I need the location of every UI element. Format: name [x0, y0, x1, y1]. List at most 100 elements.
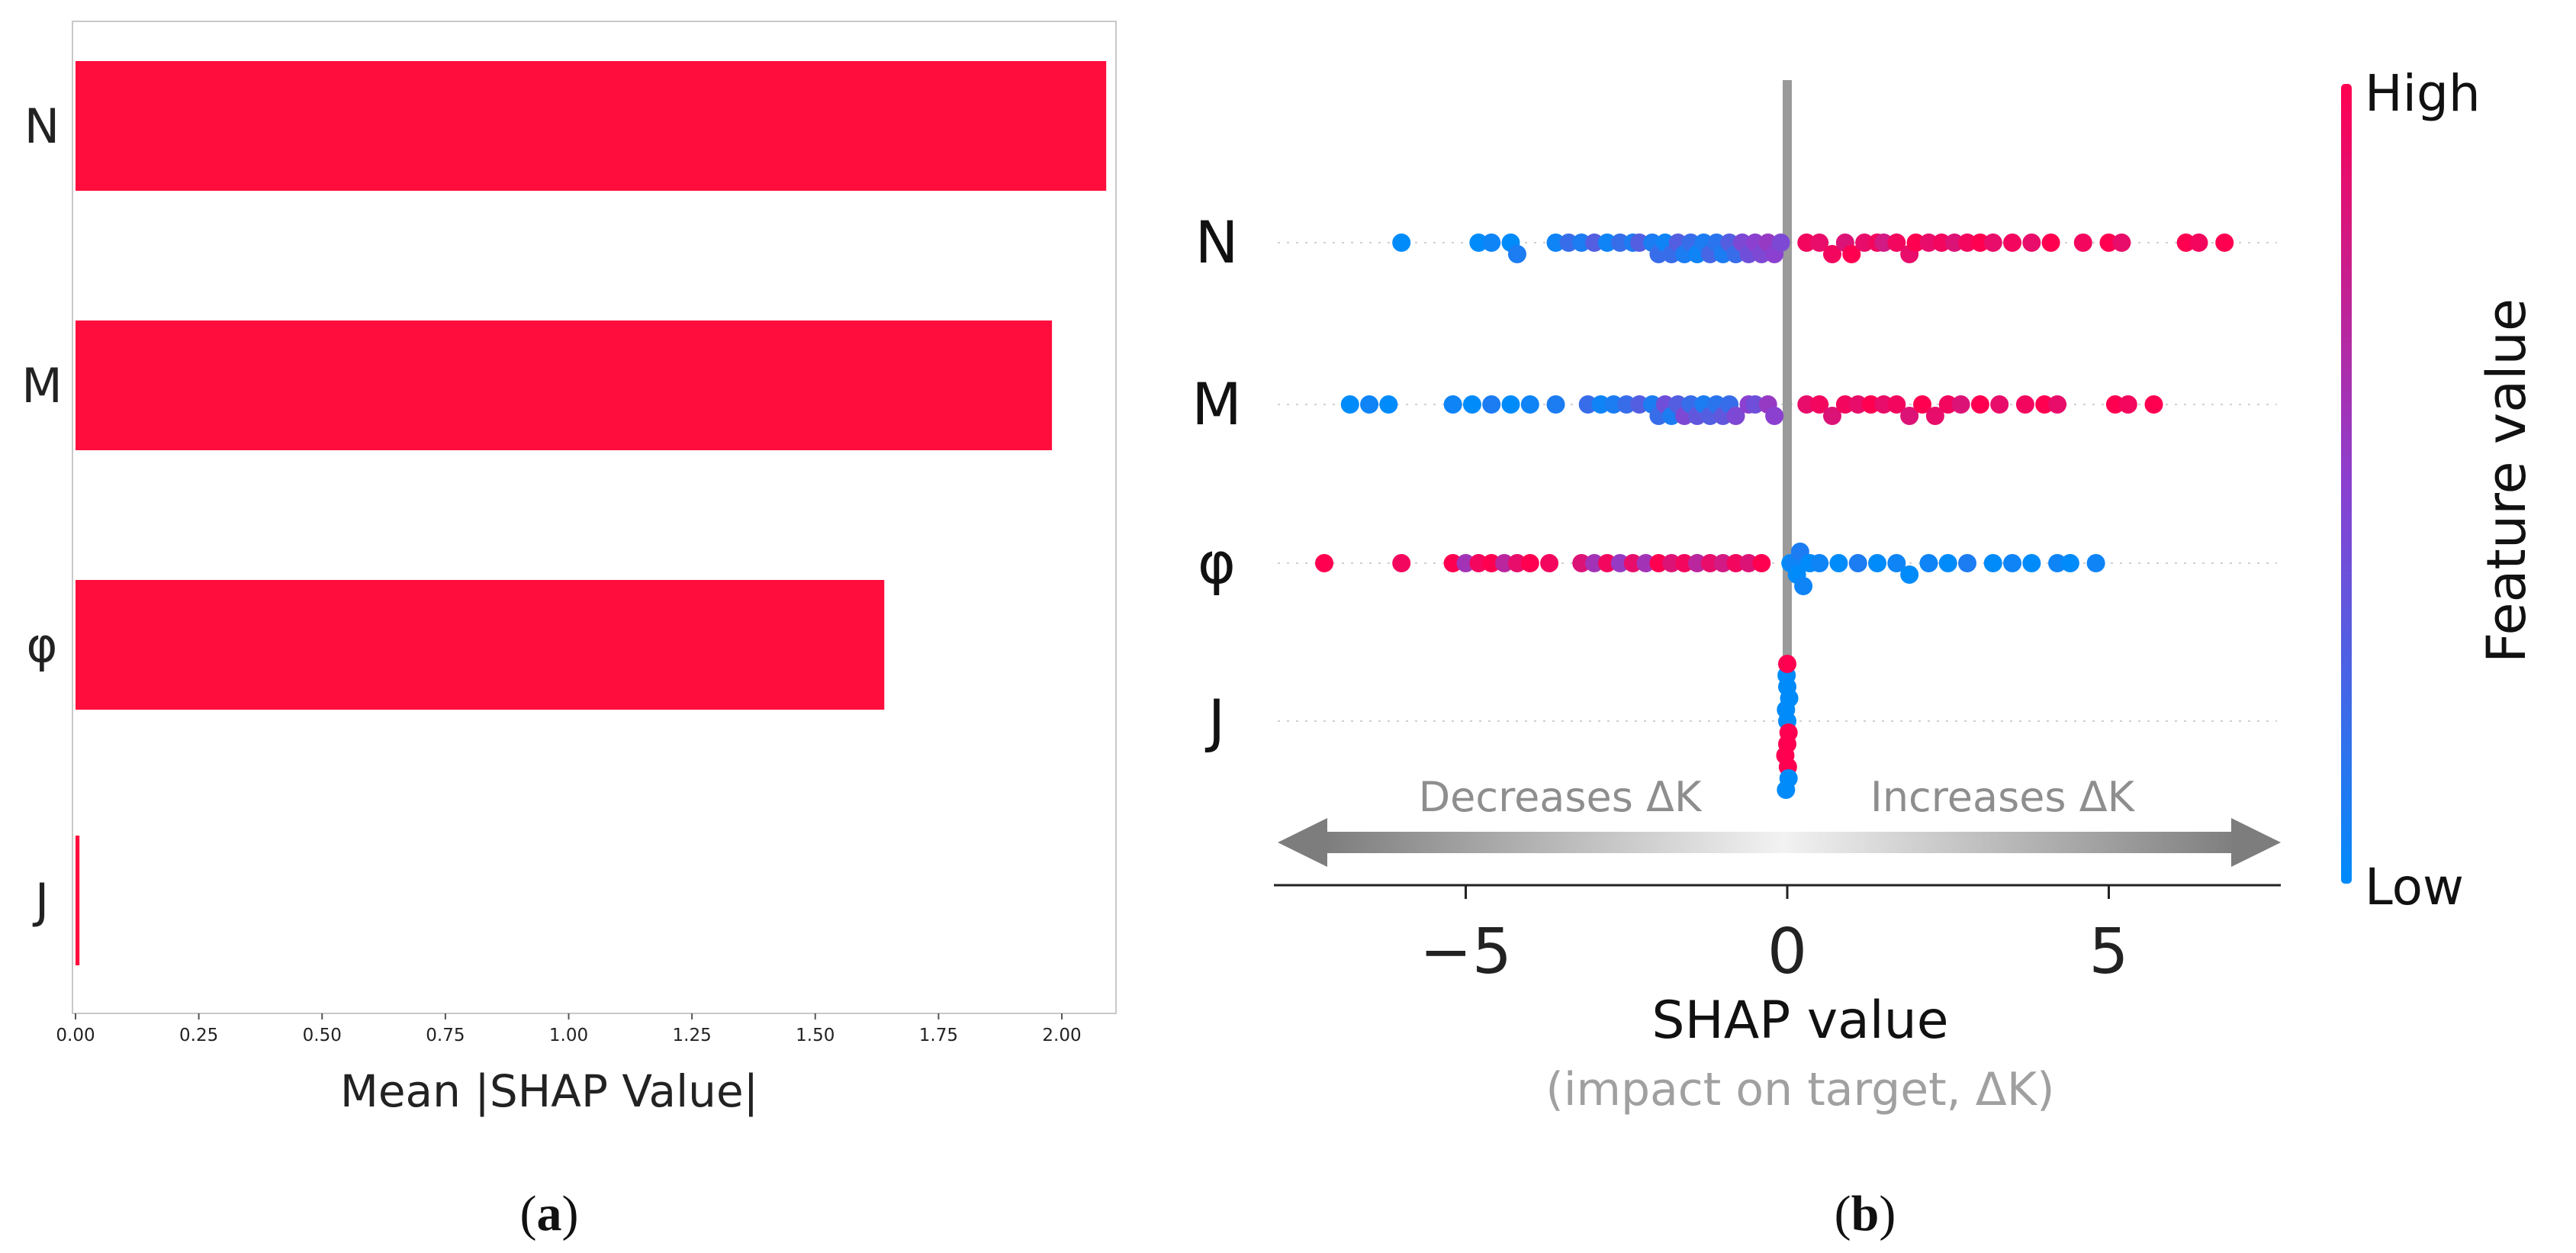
shap-point	[1591, 395, 1610, 414]
colorbar: High Low Feature value	[2341, 64, 2538, 916]
x-tick-label: 0	[1767, 916, 1807, 988]
feature-label: M	[1192, 370, 1242, 438]
shap-point	[2048, 395, 2067, 414]
shap-point	[1958, 554, 1977, 572]
arrow-left-head	[1278, 818, 1327, 867]
zero-line	[1783, 80, 1792, 786]
shap-point	[1745, 395, 1764, 414]
shap-point	[1520, 395, 1539, 414]
panel-b-beeswarm: N Mφ J Decreases ΔK Increases ΔK −5 0 5 SHAP…	[1192, 64, 2538, 1242]
shap-point	[1617, 395, 1636, 414]
shap-point	[2003, 554, 2022, 572]
shap-point	[1938, 395, 1957, 414]
bar-1	[76, 320, 1053, 450]
shap-point	[2003, 234, 2022, 252]
shap-point	[2215, 234, 2234, 252]
y-tick-label: N	[24, 98, 59, 154]
y-tick-label: φ	[27, 617, 58, 673]
shap-point	[1970, 395, 1989, 414]
shap-point	[1887, 554, 1906, 572]
shap-point	[1835, 395, 1854, 414]
x-tick-label: 1.25	[673, 1026, 712, 1045]
shap-point	[1874, 234, 1893, 252]
shap-point	[1469, 234, 1488, 252]
shap-point	[1662, 554, 1681, 572]
feature-label: φ	[1198, 529, 1236, 597]
shap-point	[1340, 395, 1359, 414]
shap-point	[1610, 234, 1629, 252]
bar-2	[76, 580, 885, 710]
shap-point	[1823, 407, 1842, 425]
shap-point	[1687, 554, 1706, 572]
shap-point	[1938, 554, 1957, 572]
x-tick-label: 1.00	[549, 1026, 588, 1045]
shap-point	[1794, 577, 1813, 595]
shap-point	[1495, 554, 1514, 572]
plot-frame	[72, 21, 1117, 1014]
shap-point	[2022, 234, 2041, 252]
shap-point	[1906, 234, 1925, 252]
shap-point	[1315, 554, 1334, 572]
shap-point	[2118, 395, 2137, 414]
shap-point	[1623, 554, 1642, 572]
shap-point	[1482, 395, 1501, 414]
shap-point	[1900, 565, 1919, 584]
x-tick-label: 0.00	[56, 1026, 95, 1045]
shap-point	[1958, 234, 1977, 252]
shap-point	[1752, 554, 1771, 572]
feature-label: J	[1205, 687, 1225, 755]
x-axis-label: SHAP value	[1651, 990, 1948, 1051]
shap-point	[1765, 407, 1784, 425]
shap-point	[1797, 395, 1816, 414]
shap-point	[1597, 234, 1616, 252]
caption-b: (b)	[1835, 1186, 1896, 1242]
shap-point	[1482, 234, 1501, 252]
arrow-shaft	[1323, 832, 2241, 853]
shap-point	[1456, 554, 1475, 572]
shap-point	[1675, 554, 1694, 572]
shap-point	[1443, 395, 1462, 414]
colorbar-high-label: High	[2365, 64, 2481, 123]
x-tick-label: 0.25	[179, 1026, 218, 1045]
x-tick-label: 1.75	[919, 1026, 958, 1045]
shap-point	[1823, 245, 1842, 263]
x-tick-label: 0.75	[426, 1026, 465, 1045]
shap-point	[1520, 554, 1539, 572]
x-axis-sublabel: (impact on target, ΔK)	[1545, 1063, 2054, 1116]
shap-point	[1585, 554, 1604, 572]
y-tick-label: M	[21, 358, 63, 414]
caption-a: (a)	[520, 1186, 579, 1242]
shap-point	[1887, 234, 1906, 252]
shap-point	[1848, 395, 1867, 414]
shap-point	[1360, 395, 1379, 414]
shap-point	[1630, 395, 1649, 414]
x-tick-label: 0.50	[303, 1026, 342, 1045]
shap-point	[2041, 234, 2060, 252]
shap-point	[1913, 395, 1932, 414]
shap-point	[1855, 234, 1874, 252]
shap-point	[1462, 395, 1481, 414]
shap-point	[1983, 554, 2002, 572]
shap-point	[1392, 234, 1411, 252]
shap-point	[1546, 395, 1565, 414]
shap-point	[2112, 234, 2131, 252]
shap-point	[2086, 554, 2105, 572]
shap-point	[1983, 234, 2002, 252]
y-tick-label: J	[32, 873, 49, 929]
shap-point	[1810, 234, 1829, 252]
shap-point	[1572, 554, 1591, 572]
shap-point	[1887, 395, 1906, 414]
shap-point	[2176, 234, 2195, 252]
shap-point	[1469, 554, 1488, 572]
shap-point	[1810, 554, 1829, 572]
shap-point	[1778, 655, 1796, 673]
x-tick-label: 5	[2089, 916, 2128, 988]
shap-point	[1392, 554, 1411, 572]
shap-point	[1540, 554, 1559, 572]
arrow-right-head	[2231, 818, 2281, 867]
shap-point	[1726, 554, 1745, 572]
shap-point	[1726, 407, 1745, 425]
shap-point	[1546, 234, 1565, 252]
shap-point	[1951, 395, 1970, 414]
shap-point	[2048, 554, 2067, 572]
